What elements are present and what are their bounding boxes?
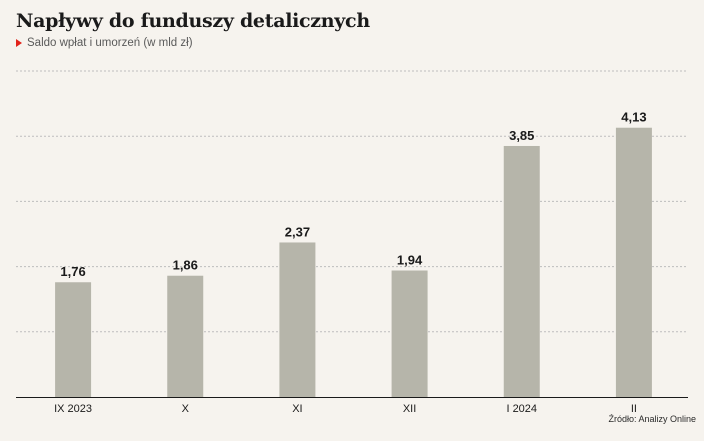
bar <box>615 127 652 397</box>
bar <box>167 275 204 397</box>
red-triangle-icon <box>16 39 22 47</box>
chart-title: Napływy do funduszy detalicznych <box>16 10 370 32</box>
subtitle-text: Saldo wpłat i umorzeń (w mld zł) <box>27 37 193 49</box>
data-label: 4,13 <box>621 110 646 125</box>
bar <box>503 145 540 397</box>
data-label: 1,94 <box>397 253 423 268</box>
x-tick-label: IX 2023 <box>54 403 92 415</box>
bar <box>55 282 92 397</box>
source-note: Źródło: Analizy Online <box>608 414 696 424</box>
data-label: 3,85 <box>509 128 534 143</box>
data-label: 2,37 <box>285 224 310 239</box>
bar <box>279 242 316 397</box>
bar <box>391 270 428 397</box>
x-tick-label: X <box>182 403 190 415</box>
x-tick-label: II <box>631 403 637 415</box>
data-label: 1,86 <box>173 258 198 273</box>
data-label: 1,76 <box>60 264 85 279</box>
x-tick-label: XII <box>403 403 416 415</box>
chart-subtitle: Saldo wpłat i umorzeń (w mld zł) <box>16 37 193 49</box>
x-tick-label: XI <box>292 403 302 415</box>
x-tick-label: I 2024 <box>506 403 537 415</box>
